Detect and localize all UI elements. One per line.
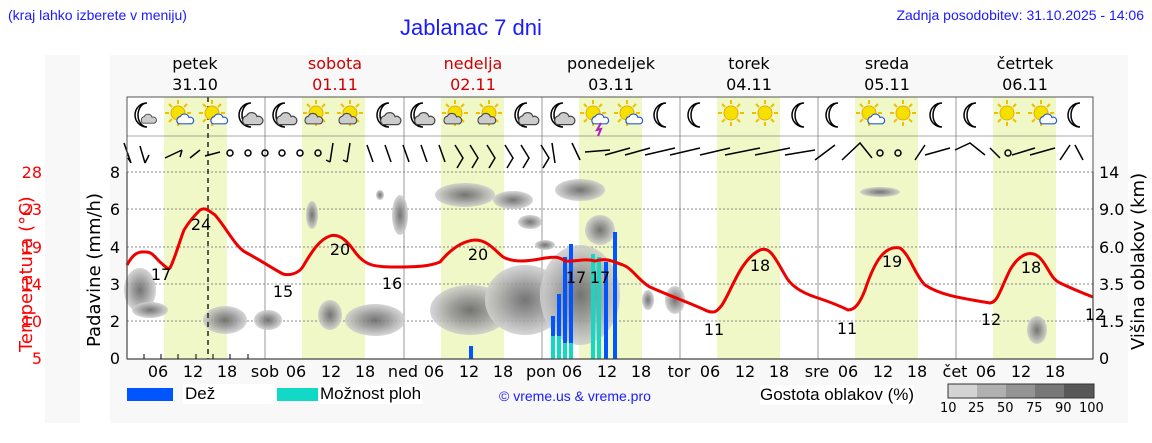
x-tick: 06 — [147, 362, 169, 381]
temp-label: 12 — [1084, 305, 1106, 324]
cloud-density-legend-label: Gostota oblakov (%) — [760, 385, 915, 405]
x-tick: ned — [387, 362, 419, 381]
density-tick: 50 — [997, 401, 1014, 416]
day-header: petek 31.10 — [172, 54, 218, 94]
temp-label: 17 — [150, 265, 172, 284]
x-tick: 12 — [1010, 362, 1032, 381]
showers-legend-label: Možnost ploh — [318, 384, 424, 404]
day-header: ponedeljek 03.11 — [567, 54, 655, 94]
temp-tick: 10 — [21, 312, 42, 331]
page-title: Jablanac 7 dni — [400, 15, 542, 40]
x-tick: 06 — [423, 362, 445, 381]
last-updated: Zadnja posodobitev: 31.10.2025 - 14:06 — [896, 7, 1144, 23]
temp-label: 17 — [589, 268, 611, 287]
x-tick: 18 — [768, 362, 790, 381]
day-header: torek 04.11 — [726, 54, 772, 94]
density-tick: 90 — [1055, 401, 1072, 416]
rain-legend-swatch — [127, 388, 173, 401]
temp-label: 15 — [272, 282, 294, 301]
cloud-height-tick: 0 — [1099, 349, 1110, 368]
density-tick: 75 — [1026, 401, 1043, 416]
copyright-link[interactable]: © vreme.us & vreme.pro — [499, 388, 651, 404]
rain-legend-label: Dež — [183, 384, 276, 404]
temp-label: 11 — [703, 320, 725, 339]
temp-label: 12 — [980, 310, 1002, 329]
x-tick: sob — [250, 362, 280, 381]
density-tick: 10 — [940, 401, 957, 416]
showers-legend-swatch — [277, 388, 323, 401]
temp-label: 17 — [565, 268, 587, 287]
x-tick: 18 — [906, 362, 928, 381]
temp-label: 19 — [881, 252, 903, 271]
temp-tick: 23 — [21, 200, 42, 219]
x-tick: 06 — [285, 362, 307, 381]
cloud-height-tick: 14 — [1099, 163, 1120, 182]
day-header: četrtek 06.11 — [996, 54, 1054, 94]
temp-label: 24 — [190, 215, 212, 234]
x-tick: 18 — [630, 362, 652, 381]
x-tick: 12 — [596, 362, 618, 381]
cloud-height-tick: 6.0 — [1099, 238, 1125, 257]
x-tick: tor — [667, 362, 691, 381]
x-tick: pon — [525, 362, 557, 381]
x-tick: čet — [942, 362, 968, 381]
temp-axis-panel — [45, 55, 80, 423]
x-tick: 06 — [837, 362, 859, 381]
temp-label: 18 — [1020, 258, 1042, 277]
cloud-height-tick: 1.5 — [1099, 312, 1125, 331]
day-header: sobota 01.11 — [307, 54, 363, 94]
day-header: sreda 05.11 — [864, 54, 910, 94]
x-tick: sre — [804, 362, 830, 381]
x-tick: 12 — [182, 362, 204, 381]
temp-tick: 28 — [21, 163, 42, 182]
rain-tick: 8 — [109, 163, 120, 182]
x-tick: 18 — [492, 362, 514, 381]
x-tick: 18 — [354, 362, 376, 381]
rain-tick: 3 — [109, 275, 120, 294]
cloud-height-tick: 3.5 — [1099, 275, 1125, 294]
rain-tick: 2 — [109, 312, 120, 331]
temp-tick: 19 — [21, 238, 42, 257]
rain-tick: 6 — [109, 200, 120, 219]
day-header: nedelja 02.11 — [443, 54, 503, 94]
rain-tick: 0 — [109, 349, 120, 368]
temp-label: 18 — [749, 256, 771, 275]
density-tick: 25 — [968, 401, 985, 416]
temp-label: 16 — [381, 274, 403, 293]
temp-label: 20 — [467, 245, 489, 264]
temp-tick: 5 — [31, 349, 42, 368]
cloud-height-tick: 9.0 — [1099, 200, 1125, 219]
density-tick: 100 — [1079, 401, 1104, 416]
cloud-height-axis-title: Višina oblakov (km) — [1128, 172, 1149, 350]
x-tick: 18 — [216, 362, 238, 381]
temp-label: 20 — [329, 240, 351, 259]
x-tick: 18 — [1044, 362, 1066, 381]
weather-icon-row — [134, 99, 1081, 137]
x-tick: 06 — [975, 362, 997, 381]
x-tick: 12 — [872, 362, 894, 381]
x-tick: 12 — [320, 362, 342, 381]
precip-bars — [469, 232, 617, 359]
temp-tick: 14 — [21, 275, 42, 294]
x-tick: 06 — [699, 362, 721, 381]
x-tick: 06 — [561, 362, 583, 381]
location-hint[interactable]: (kraj lahko izberete v meniju) — [8, 7, 187, 23]
rain-tick: 4 — [109, 238, 120, 257]
x-tick: 12 — [458, 362, 480, 381]
temp-label: 11 — [836, 319, 858, 338]
x-tick: 12 — [734, 362, 756, 381]
